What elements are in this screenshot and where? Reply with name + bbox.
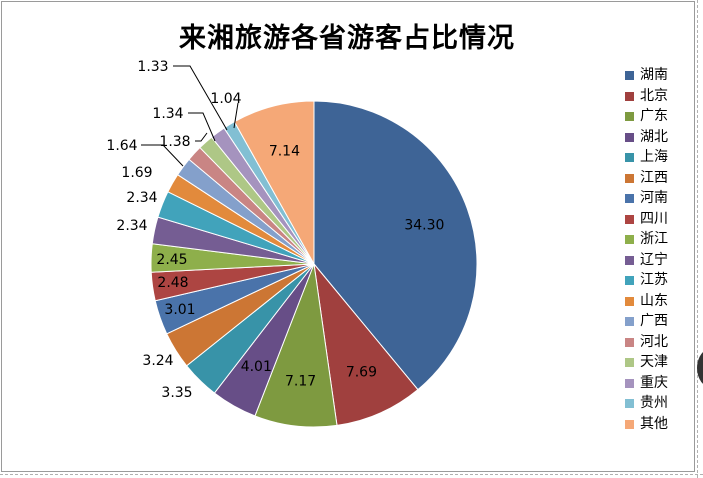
legend-swatch: [625, 112, 634, 121]
legend-swatch: [625, 317, 634, 326]
legend-swatch: [625, 235, 634, 244]
legend-label: 江西: [640, 169, 668, 186]
page-edge-right: [697, 0, 699, 478]
data-label-湖南: 34.30: [404, 217, 444, 233]
data-label-山东: 1.69: [121, 165, 152, 181]
legend-label: 广西: [640, 313, 668, 329]
data-label-其他: 7.14: [269, 143, 300, 159]
legend-label: 天津: [640, 354, 668, 370]
legend-label: 四川: [640, 210, 668, 227]
pie-slice-其他: [233, 100, 315, 266]
leader-line-河北: [195, 132, 208, 142]
data-label-河南: 3.01: [164, 302, 195, 318]
leader-line-广西: [141, 144, 184, 167]
data-label-广西: 1.64: [106, 138, 137, 154]
legend-swatch: [625, 153, 634, 162]
legend-swatch: [625, 378, 634, 388]
legend-label: 山东: [640, 292, 668, 309]
pie-slice-湖南: [313, 100, 478, 391]
data-label-河北: 1.38: [159, 134, 190, 150]
data-label-上海: 3.35: [161, 385, 192, 401]
page-edge-bottom: [0, 474, 703, 476]
data-label-浙江: 2.45: [156, 252, 187, 268]
legend-swatch: [625, 276, 634, 285]
pie-slice-北京: [313, 262, 419, 426]
side-ornament: [697, 348, 703, 388]
data-label-广东: 7.17: [285, 374, 316, 390]
legend-label: 湖北: [640, 128, 668, 145]
legend-label: 贵州: [640, 395, 668, 411]
legend-swatch: [625, 399, 634, 408]
chart-title: 来湘旅游各省游客占比情况: [179, 23, 515, 54]
data-label-江苏: 2.34: [126, 190, 157, 206]
leader-line-贵州: [233, 102, 239, 129]
legend-label: 广东: [640, 108, 668, 124]
legend-label: 河北: [640, 333, 668, 350]
legend-swatch: [625, 91, 634, 101]
legend-label: 河南: [640, 190, 668, 206]
legend-label: 辽宁: [640, 251, 668, 268]
legend-swatch: [625, 255, 634, 265]
legend-label: 江苏: [640, 272, 668, 288]
legend-label: 其他: [640, 415, 668, 432]
data-label-天津: 1.34: [152, 106, 183, 122]
legend-swatch: [625, 296, 634, 306]
data-label-北京: 7.69: [346, 364, 377, 380]
legend-label: 浙江: [640, 231, 668, 247]
data-label-辽宁: 2.34: [116, 218, 147, 234]
legend-swatch: [625, 132, 634, 142]
leader-line-天津: [188, 112, 216, 142]
legend-label: 重庆: [640, 374, 668, 391]
data-label-湖北: 4.01: [241, 359, 272, 375]
pie-leader-lines: [141, 65, 239, 167]
data-label-江西: 3.24: [142, 353, 173, 369]
legend-swatch: [625, 419, 634, 429]
legend-label: 湖南: [640, 67, 668, 83]
pie-slices: [150, 100, 478, 428]
legend-swatch: [625, 214, 634, 224]
data-label-贵州: 1.04: [210, 91, 241, 107]
leader-line-重庆: [173, 65, 228, 131]
legend-swatch: [625, 71, 634, 80]
legend-swatch: [625, 337, 634, 347]
legend-swatch: [625, 173, 634, 183]
pie-data-labels: 34.30 7.69 7.17 4.01 3.35 3.24 3.01 2.48 2.45 2.3…: [106, 59, 444, 401]
legend-label: 上海: [640, 149, 668, 165]
legend-label: 北京: [640, 87, 668, 104]
legend-swatch: [625, 358, 634, 367]
legend-swatch: [625, 194, 634, 203]
data-label-重庆: 1.33: [137, 59, 168, 75]
data-label-四川: 2.48: [157, 275, 188, 291]
